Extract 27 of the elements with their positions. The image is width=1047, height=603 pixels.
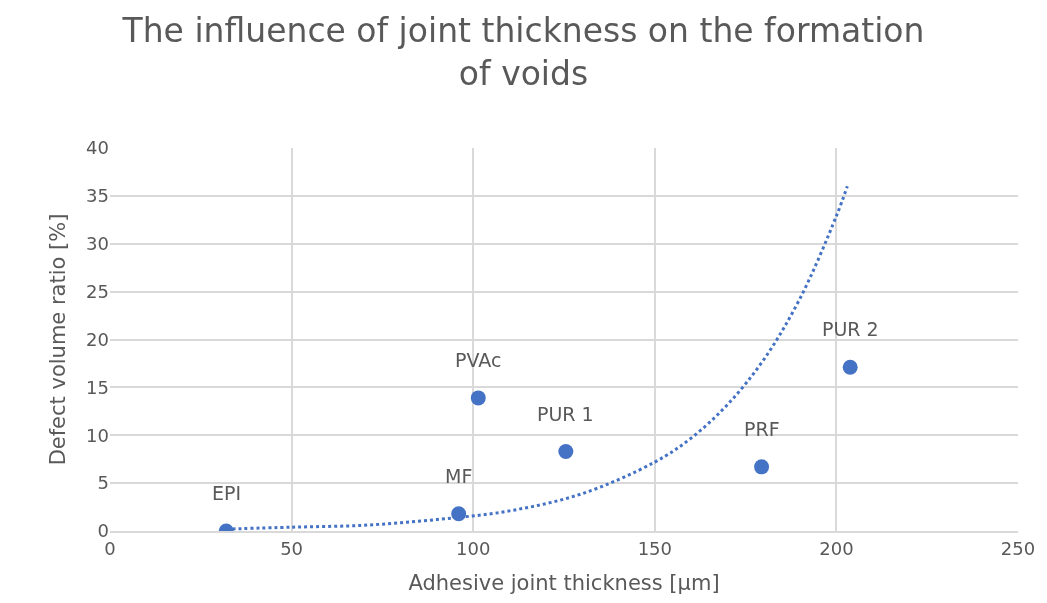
x-axis-title: Adhesive joint thickness [µm] — [408, 571, 720, 596]
annotation: MF — [445, 465, 473, 487]
y-tick-label: 10 — [86, 424, 109, 446]
point — [842, 359, 858, 375]
chart-title: The influence of joint thickness on the formation of voids — [121, 11, 925, 94]
y-tick-label: 40 — [86, 137, 109, 159]
y-tick-label: 0 — [97, 520, 109, 542]
y-tick-label: 5 — [97, 472, 109, 494]
y-tick-label: 20 — [86, 328, 109, 350]
x-tick-label: 50 — [280, 537, 304, 559]
annotation: PRF — [744, 418, 780, 440]
annotation: PUR 1 — [537, 403, 594, 425]
y-tick-label: 15 — [86, 376, 109, 398]
y-axis-title: Defect volume ratio [%] — [46, 213, 71, 466]
x-tick-label: 200 — [819, 537, 854, 559]
annotation: PVAc — [455, 349, 502, 371]
x-tick-label: 150 — [637, 537, 672, 559]
annotation: PUR 2 — [822, 318, 879, 340]
point — [558, 444, 574, 460]
y-tick-label: 35 — [86, 185, 109, 207]
point — [754, 459, 770, 475]
point — [470, 390, 486, 406]
x-tick-label: 100 — [456, 537, 491, 559]
x-tick-label: 250 — [1000, 537, 1036, 559]
y-tick-label: 25 — [86, 280, 109, 302]
y-tick-label: 30 — [86, 233, 109, 255]
annotation: EPI — [212, 482, 242, 504]
